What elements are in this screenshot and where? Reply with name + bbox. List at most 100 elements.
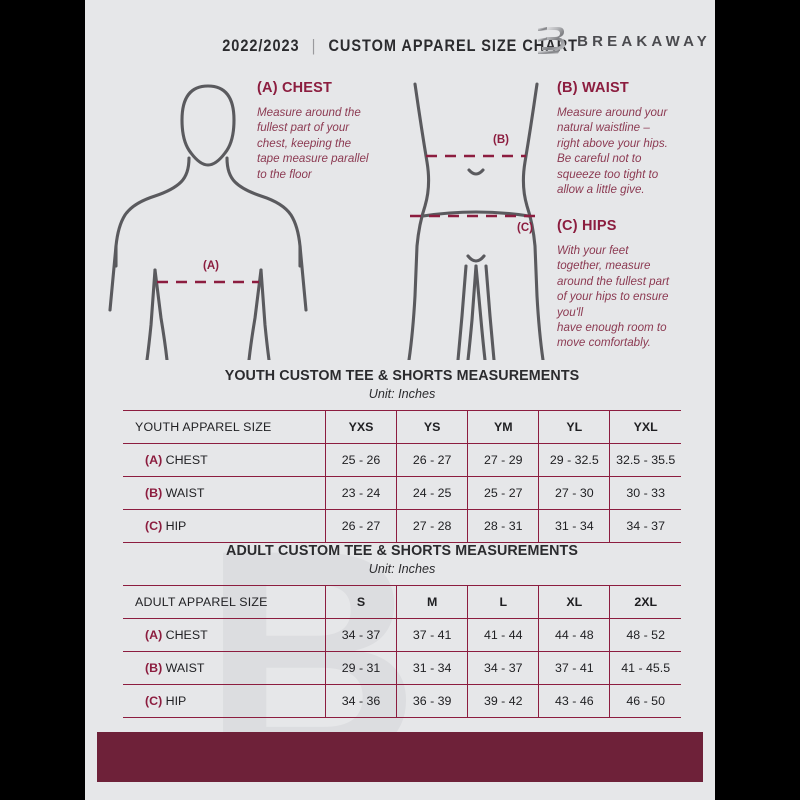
adult-table-unit: Unit: Inches [368, 562, 436, 576]
adult-hip-l: 39 - 42 [467, 684, 540, 718]
page-header: 2022/2023 | CUSTOM APPAREL SIZE CHART [85, 28, 715, 64]
adult-chest-m: 37 - 41 [396, 618, 469, 652]
youth-hip-yl: 31 - 34 [538, 509, 611, 543]
adult-chest-l: 41 - 44 [467, 618, 540, 652]
youth-size-table: YOUTH APPAREL SIZE YXS YS YM YL YXL (A) … [123, 410, 681, 543]
adult-measurements-block: ADULT CUSTOM TEE & SHORTS MEASUREMENTS U… [123, 543, 681, 718]
callout-hips-title: (C) HIPS [557, 218, 617, 234]
callout-hips-body: With your feet together, measure around … [557, 244, 670, 350]
youth-waist-yl: 27 - 30 [538, 476, 611, 510]
youth-size-header-1: YS [396, 410, 469, 444]
table-row: (C) HIP 34 - 36 36 - 39 39 - 42 43 - 46 … [123, 684, 681, 718]
row-tag: (C) [145, 519, 163, 533]
row-tag: (B) [145, 661, 163, 675]
page-title: 2022/2023 | CUSTOM APPAREL SIZE CHART [222, 37, 578, 56]
adult-row-hip-label: (C) HIP [123, 684, 326, 718]
youth-chest-yxl: 32.5 - 35.5 [609, 443, 681, 477]
row-tag: (A) [145, 628, 163, 642]
youth-hip-ym: 28 - 31 [467, 509, 540, 543]
youth-table-title: YOUTH CUSTOM TEE & SHORTS MEASUREMENTS [224, 368, 580, 384]
adult-row-waist-label: (B) WAIST [123, 651, 326, 685]
table-header-row: YOUTH APPAREL SIZE YXS YS YM YL YXL [123, 410, 681, 444]
upper-body-figure [108, 84, 308, 360]
youth-waist-yxs: 23 - 24 [325, 476, 398, 510]
table-row: (A) CHEST 25 - 26 26 - 27 27 - 29 29 - 3… [123, 443, 681, 477]
callout-hips: (C) HIPS With your feet together, measur… [557, 218, 709, 351]
lower-body-figure [407, 82, 545, 360]
hip-line-label: (C) [517, 222, 533, 234]
adult-header-label: ADULT APPAREL SIZE [123, 585, 326, 619]
callout-waist: (B) WAIST Measure around your natural wa… [557, 80, 705, 197]
row-name: CHEST [165, 628, 208, 642]
brand-name: BREAKAWAY [577, 32, 711, 50]
measurement-diagrams: (A) (B) (C) (A) CHEST Measure around the… [85, 70, 715, 360]
table-header-row: ADULT APPAREL SIZE S M L XL 2XL [123, 585, 681, 619]
body-diagram-svg [108, 82, 545, 360]
adult-row-chest-label: (A) CHEST [123, 618, 326, 652]
adult-waist-l: 34 - 37 [467, 651, 540, 685]
adult-waist-s: 29 - 31 [325, 651, 398, 685]
row-tag: (C) [145, 694, 163, 708]
adult-hip-m: 36 - 39 [396, 684, 469, 718]
callout-chest: (A) CHEST Measure around the fullest par… [257, 80, 427, 182]
youth-waist-ys: 24 - 25 [396, 476, 469, 510]
callout-waist-body: Measure around your natural waistline – … [557, 106, 668, 197]
adult-size-table: ADULT APPAREL SIZE S M L XL 2XL (A) CHES… [123, 585, 681, 718]
youth-hip-ys: 27 - 28 [396, 509, 469, 543]
row-name: CHEST [165, 453, 208, 467]
header-title-text: CUSTOM APPAREL SIZE CHART [328, 36, 578, 55]
adult-size-header-4: 2XL [609, 585, 681, 619]
row-name: HIP [165, 694, 187, 708]
adult-chest-s: 34 - 37 [325, 618, 398, 652]
table-row: (B) WAIST 29 - 31 31 - 34 34 - 37 37 - 4… [123, 651, 681, 685]
youth-table-unit: Unit: Inches [368, 387, 436, 401]
youth-size-header-2: YM [467, 410, 540, 444]
youth-measurements-block: YOUTH CUSTOM TEE & SHORTS MEASUREMENTS U… [123, 368, 681, 543]
header-separator: | [311, 36, 317, 55]
adult-hip-2xl: 46 - 50 [609, 684, 681, 718]
adult-size-header-1: M [396, 585, 469, 619]
row-name: WAIST [165, 486, 205, 500]
row-tag: (A) [145, 453, 163, 467]
youth-chest-yxs: 25 - 26 [325, 443, 398, 477]
row-name: HIP [165, 519, 187, 533]
adult-chest-2xl: 48 - 52 [609, 618, 681, 652]
row-name: WAIST [165, 661, 205, 675]
adult-table-title: ADULT CUSTOM TEE & SHORTS MEASUREMENTS [226, 543, 578, 559]
youth-row-chest-label: (A) CHEST [123, 443, 326, 477]
callout-waist-title: (B) WAIST [557, 80, 629, 96]
chest-line-label: (A) [203, 260, 219, 272]
adult-hip-xl: 43 - 46 [538, 684, 611, 718]
header-season: 2022/2023 [222, 36, 300, 55]
youth-waist-yxl: 30 - 33 [609, 476, 681, 510]
adult-waist-m: 31 - 34 [396, 651, 469, 685]
youth-size-header-3: YL [538, 410, 611, 444]
table-row: (B) WAIST 23 - 24 24 - 25 25 - 27 27 - 3… [123, 476, 681, 510]
footer-bar [97, 732, 703, 782]
callout-chest-title: (A) CHEST [257, 80, 333, 96]
youth-chest-yl: 29 - 32.5 [538, 443, 611, 477]
table-row: (A) CHEST 34 - 37 37 - 41 41 - 44 44 - 4… [123, 618, 681, 652]
row-tag: (B) [145, 486, 163, 500]
youth-row-hip-label: (C) HIP [123, 509, 326, 543]
youth-row-waist-label: (B) WAIST [123, 476, 326, 510]
youth-chest-ym: 27 - 29 [467, 443, 540, 477]
breakaway-b-logo-icon [538, 27, 566, 54]
youth-hip-yxs: 26 - 27 [325, 509, 398, 543]
adult-chest-xl: 44 - 48 [538, 618, 611, 652]
waist-line-label: (B) [493, 134, 509, 146]
adult-size-header-0: S [325, 585, 398, 619]
youth-size-header-0: YXS [325, 410, 398, 444]
youth-waist-ym: 25 - 27 [467, 476, 540, 510]
youth-header-label: YOUTH APPAREL SIZE [123, 410, 326, 444]
adult-hip-s: 34 - 36 [325, 684, 398, 718]
table-row: (C) HIP 26 - 27 27 - 28 28 - 31 31 - 34 … [123, 509, 681, 543]
adult-waist-2xl: 41 - 45.5 [609, 651, 681, 685]
size-chart-page: B 2022/2023 | CUSTOM APPAREL SIZE CHART [85, 0, 715, 800]
youth-chest-ys: 26 - 27 [396, 443, 469, 477]
youth-size-header-4: YXL [609, 410, 681, 444]
adult-size-header-2: L [467, 585, 540, 619]
youth-hip-yxl: 34 - 37 [609, 509, 681, 543]
callout-chest-body: Measure around the fullest part of your … [257, 106, 369, 181]
